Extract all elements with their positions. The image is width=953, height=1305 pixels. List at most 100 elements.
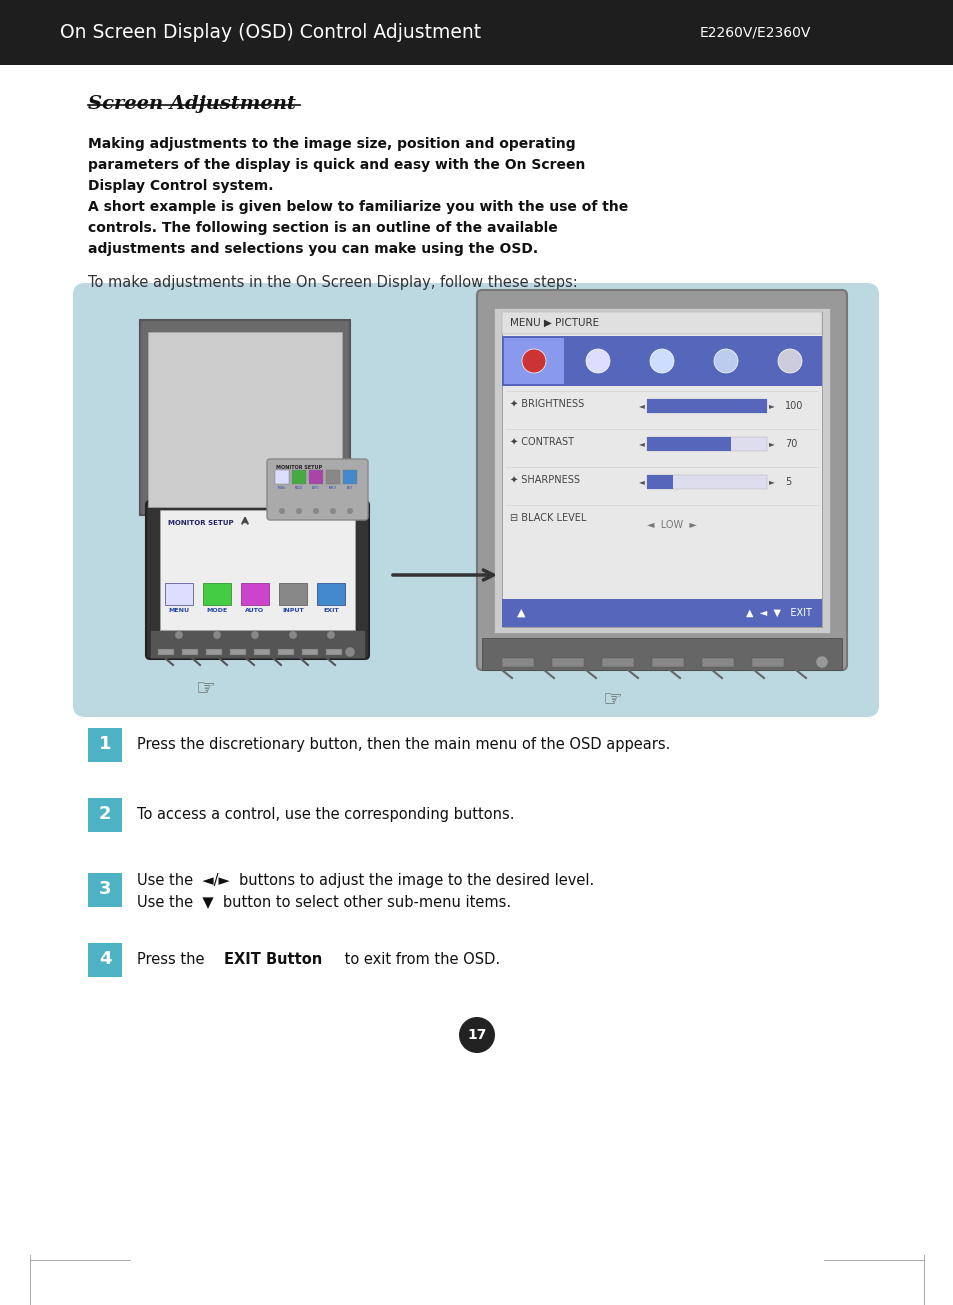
Bar [651, 658, 683, 667]
Bar [292, 470, 306, 484]
Bar [494, 308, 829, 633]
Text: INPUT: INPUT [329, 485, 336, 489]
Text: ▲  ◄  ▼   EXIT: ▲ ◄ ▼ EXIT [745, 608, 811, 619]
FancyBboxPatch shape [476, 290, 846, 669]
Bar [501, 312, 821, 626]
Circle shape [778, 348, 801, 373]
Bar [230, 649, 246, 655]
Bar [150, 630, 365, 658]
Bar [182, 649, 198, 655]
Bar [326, 470, 339, 484]
Text: 100: 100 [784, 401, 802, 411]
Bar [88, 944, 122, 977]
Text: MONITOR SETUP: MONITOR SETUP [168, 519, 233, 526]
Bar [601, 658, 634, 667]
Bar [203, 583, 231, 606]
Bar [241, 583, 269, 606]
Circle shape [213, 632, 221, 639]
Text: 5: 5 [784, 478, 790, 487]
Text: ◄: ◄ [639, 440, 644, 449]
Circle shape [345, 647, 355, 656]
Bar [230, 512, 260, 525]
Circle shape [347, 508, 353, 514]
Circle shape [327, 632, 335, 639]
Text: INPUT: INPUT [282, 608, 303, 613]
Bar [646, 475, 672, 489]
Text: Use the  ◄/►  buttons to adjust the image to the desired level.: Use the ◄/► buttons to adjust the image … [137, 873, 594, 889]
Bar [206, 649, 222, 655]
Circle shape [174, 632, 183, 639]
Text: ▲: ▲ [517, 608, 525, 619]
Text: Screen Adjustment: Screen Adjustment [88, 95, 295, 114]
Text: MONITOR SETUP: MONITOR SETUP [275, 465, 322, 470]
Text: MENU: MENU [277, 485, 286, 489]
Bar [751, 658, 783, 667]
Bar [88, 728, 122, 762]
Text: MODE: MODE [294, 485, 303, 489]
Text: MENU ▶ PICTURE: MENU ▶ PICTURE [510, 318, 598, 328]
Text: AUTO: AUTO [245, 608, 264, 613]
Text: ◄  LOW  ►: ◄ LOW ► [646, 519, 696, 530]
Text: Making adjustments to the image size, position and operating: Making adjustments to the image size, po… [88, 137, 575, 151]
Bar [88, 797, 122, 833]
Bar [165, 583, 193, 606]
Circle shape [295, 508, 302, 514]
Text: adjustments and selections you can make using the OSD.: adjustments and selections you can make … [88, 241, 537, 256]
Bar [501, 599, 821, 626]
Text: E2260V/E2360V: E2260V/E2360V [700, 25, 810, 39]
Text: 4: 4 [99, 950, 112, 968]
Bar [646, 437, 766, 452]
Text: ◄: ◄ [639, 402, 644, 411]
Bar [148, 331, 341, 508]
Bar [646, 475, 766, 489]
Bar [190, 523, 299, 536]
Text: ☞: ☞ [194, 679, 214, 699]
Circle shape [649, 348, 673, 373]
Text: to exit from the OSD.: to exit from the OSD. [339, 951, 499, 967]
Text: parameters of the display is quick and easy with the On Screen: parameters of the display is quick and e… [88, 158, 585, 172]
Text: 2: 2 [99, 805, 112, 823]
Text: A short example is given below to familiarize you with the use of the: A short example is given below to famili… [88, 200, 628, 214]
Bar [309, 470, 323, 484]
FancyBboxPatch shape [146, 501, 369, 659]
Bar [503, 338, 563, 384]
FancyBboxPatch shape [140, 320, 350, 515]
Text: ◄: ◄ [639, 478, 644, 487]
Bar [501, 335, 821, 386]
Bar [253, 649, 270, 655]
Text: To access a control, use the corresponding buttons.: To access a control, use the correspondi… [137, 806, 514, 822]
Text: ►: ► [768, 440, 774, 449]
Text: EXIT: EXIT [323, 608, 338, 613]
Circle shape [713, 348, 738, 373]
Bar [552, 658, 583, 667]
Text: Display Control system.: Display Control system. [88, 179, 274, 193]
Text: 70: 70 [784, 438, 797, 449]
Bar [302, 649, 317, 655]
Text: Press the: Press the [137, 951, 209, 967]
Text: Use the  ▼  button to select other sub-menu items.: Use the ▼ button to select other sub-men… [137, 894, 511, 910]
Text: MODE: MODE [206, 608, 228, 613]
Text: EXIT: EXIT [347, 485, 353, 489]
Circle shape [251, 632, 258, 639]
Text: ►: ► [768, 478, 774, 487]
Bar [481, 638, 841, 669]
Text: ✦ SHARPNESS: ✦ SHARPNESS [510, 475, 579, 485]
Text: EXIT Button: EXIT Button [224, 951, 322, 967]
Text: ✦ CONTRAST: ✦ CONTRAST [510, 437, 574, 448]
Bar [501, 312, 821, 334]
Text: AUTO: AUTO [312, 485, 319, 489]
Circle shape [289, 632, 296, 639]
Circle shape [458, 1017, 495, 1053]
Bar [501, 658, 534, 667]
Text: To make adjustments in the On Screen Display, follow these steps:: To make adjustments in the On Screen Dis… [88, 275, 578, 290]
Bar [88, 873, 122, 907]
Bar [274, 470, 289, 484]
Text: On Screen Display (OSD) Control Adjustment: On Screen Display (OSD) Control Adjustme… [60, 22, 480, 42]
Bar [277, 649, 294, 655]
Bar [646, 437, 730, 452]
Text: 17: 17 [467, 1028, 486, 1041]
Text: Press the discretionary button, then the main menu of the OSD appears.: Press the discretionary button, then the… [137, 736, 670, 752]
Circle shape [330, 508, 335, 514]
FancyBboxPatch shape [73, 283, 878, 716]
Text: 3: 3 [99, 880, 112, 898]
